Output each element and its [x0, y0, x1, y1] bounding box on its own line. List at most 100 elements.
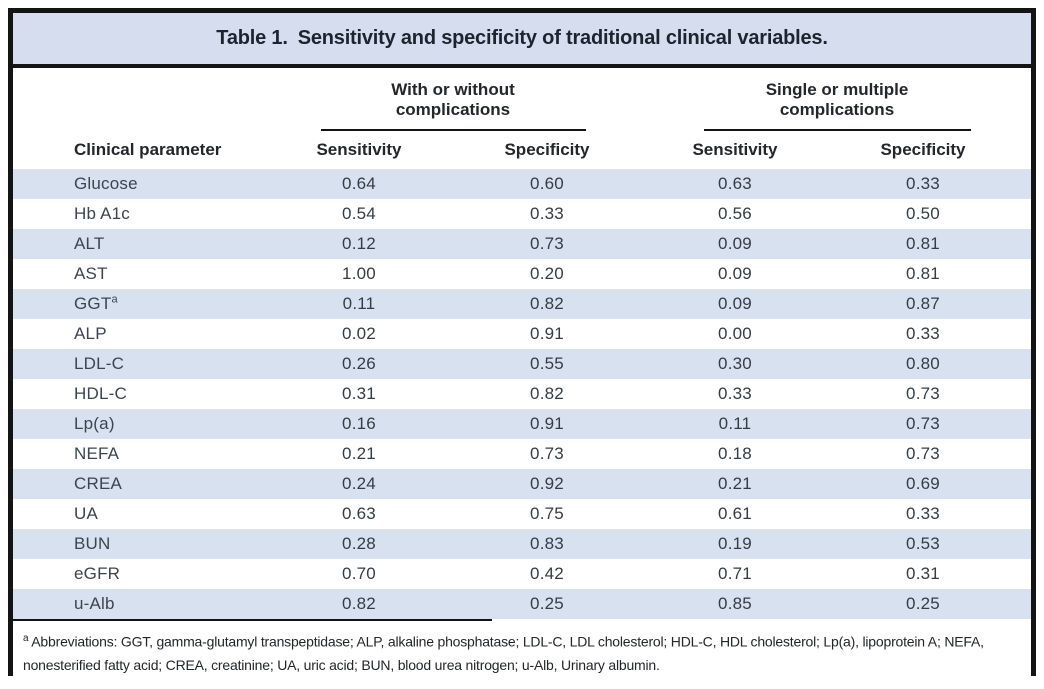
cell-value: 0.16: [342, 414, 376, 433]
cell-value: 0.20: [530, 264, 564, 283]
cell-value: 0.09: [718, 264, 752, 283]
column-header-sensitivity-1: Sensitivity: [316, 140, 402, 159]
row-label-text: NEFA: [74, 444, 120, 463]
row-label: NEFA: [13, 439, 265, 469]
cell-value: 0.21: [342, 444, 376, 463]
row-label-text: UA: [74, 504, 99, 523]
row-label-text: u-Alb: [74, 594, 115, 613]
cell-value: 0.11: [342, 294, 376, 313]
cell-value: 0.92: [530, 474, 564, 493]
row-label: AST: [13, 259, 265, 289]
cell-value: 0.33: [718, 384, 752, 403]
table-row: HDL-C 0.31 0.82 0.33 0.73: [13, 379, 1031, 409]
cell-value: 0.91: [530, 414, 564, 433]
cell-value: 0.33: [530, 204, 564, 223]
cell-value: 0.02: [342, 324, 376, 343]
row-label: CREA: [13, 469, 265, 499]
cell-value: 0.71: [718, 564, 752, 583]
footnote: a Abbreviations: GGT, gamma-glutamyl tra…: [13, 621, 1031, 677]
cell-value: 0.73: [530, 444, 564, 463]
group-header-label: With or without complications: [391, 80, 515, 120]
cell-value: 0.33: [906, 174, 940, 193]
cell-value: 0.80: [906, 354, 940, 373]
cell-value: 0.87: [906, 294, 940, 313]
table-row: AST 1.00 0.20 0.09 0.81: [13, 259, 1031, 289]
group-header-spacer: [13, 80, 265, 131]
cell-value: 0.73: [530, 234, 564, 253]
row-label-text: Glucose: [74, 174, 138, 193]
row-label-text: Lp(a): [74, 414, 115, 433]
cell-value: 0.25: [906, 594, 940, 613]
cell-value: 0.12: [342, 234, 376, 253]
cell-value: 0.73: [906, 444, 940, 463]
table-row: GGTa 0.11 0.82 0.09 0.87: [13, 289, 1031, 319]
cell-value: 0.91: [530, 324, 564, 343]
cell-value: 0.69: [906, 474, 940, 493]
row-label-text: CREA: [74, 474, 123, 493]
table-row: BUN 0.28 0.83 0.19 0.53: [13, 529, 1031, 559]
cell-value: 0.00: [718, 324, 752, 343]
row-label: ALP: [13, 319, 265, 349]
row-label: Hb A1c: [13, 199, 265, 229]
row-label: eGFR: [13, 559, 265, 589]
row-label-text: ALT: [74, 234, 105, 253]
row-label: HDL-C: [13, 379, 265, 409]
cell-value: 0.19: [718, 534, 752, 553]
cell-value: 0.70: [342, 564, 376, 583]
cell-value: 0.31: [906, 564, 940, 583]
row-label: BUN: [13, 529, 265, 559]
group-header-label: Single or multiple complications: [766, 80, 909, 120]
column-header-specificity-2: Specificity: [880, 140, 966, 159]
cell-value: 0.25: [530, 594, 564, 613]
cell-value: 0.82: [530, 294, 564, 313]
row-label-text: ALP: [74, 324, 107, 343]
column-header-row: Clinical parameter Sensitivity Specifici…: [13, 137, 1031, 163]
cell-value: 0.63: [342, 504, 376, 523]
cell-value: 0.55: [530, 354, 564, 373]
cell-value: 0.24: [342, 474, 376, 493]
column-header-sensitivity-2: Sensitivity: [692, 140, 778, 159]
cell-value: 0.26: [342, 354, 376, 373]
group-header-line1: Single or multiple: [765, 80, 909, 99]
cell-value: 0.09: [718, 294, 752, 313]
group-header-with-or-without: With or without complications: [265, 80, 641, 131]
row-label-text: AST: [74, 264, 108, 283]
group-header-line2: complications: [779, 100, 895, 119]
table-number: Table 1.: [216, 27, 288, 49]
table-row: Glucose 0.64 0.60 0.63 0.33: [13, 169, 1031, 199]
table-row: Lp(a) 0.16 0.91 0.11 0.73: [13, 409, 1031, 439]
cell-value: 0.53: [906, 534, 940, 553]
cell-value: 0.31: [342, 384, 376, 403]
table-bottom-rule: [13, 619, 492, 621]
row-label-text: GGT: [74, 294, 112, 313]
cell-value: 0.09: [718, 234, 752, 253]
group-header-row: With or without complications Single or …: [13, 68, 1031, 131]
table-footer: a Abbreviations: GGT, gamma-glutamyl tra…: [13, 619, 1031, 677]
table-row: NEFA 0.21 0.73 0.18 0.73: [13, 439, 1031, 469]
cell-value: 0.63: [718, 174, 752, 193]
row-label: LDL-C: [13, 349, 265, 379]
cell-value: 0.30: [718, 354, 752, 373]
cell-value: 0.73: [906, 384, 940, 403]
cell-value: 0.50: [906, 204, 940, 223]
row-label-superscript: a: [111, 293, 118, 306]
cell-value: 0.81: [906, 264, 940, 283]
row-label-text: eGFR: [74, 564, 121, 583]
row-label: u-Alb: [13, 589, 265, 619]
cell-value: 0.81: [906, 234, 940, 253]
table-row: Hb A1c 0.54 0.33 0.56 0.50: [13, 199, 1031, 229]
table-body: Glucose 0.64 0.60 0.63 0.33 Hb A1c 0.54 0.33 0.5…: [13, 169, 1031, 619]
row-label: ALT: [13, 229, 265, 259]
row-label: Lp(a): [13, 409, 265, 439]
cell-value: 0.85: [718, 594, 752, 613]
cell-value: 0.28: [342, 534, 376, 553]
table-row: ALP 0.02 0.91 0.00 0.33: [13, 319, 1031, 349]
cell-value: 0.11: [718, 414, 752, 433]
row-label: UA: [13, 499, 265, 529]
cell-value: 0.42: [530, 564, 564, 583]
cell-value: 0.21: [718, 474, 752, 493]
cell-value: 0.18: [718, 444, 752, 463]
row-label-text: HDL-C: [74, 384, 127, 403]
table-title-bar: Table 1. Sensitivity and specificity of …: [13, 13, 1031, 68]
